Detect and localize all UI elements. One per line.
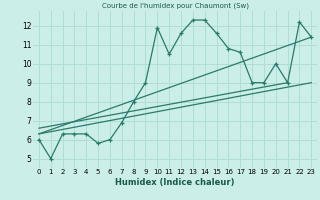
X-axis label: Humidex (Indice chaleur): Humidex (Indice chaleur) bbox=[115, 178, 235, 187]
Title: Courbe de l'humidex pour Chaumont (Sw): Courbe de l'humidex pour Chaumont (Sw) bbox=[102, 3, 249, 9]
